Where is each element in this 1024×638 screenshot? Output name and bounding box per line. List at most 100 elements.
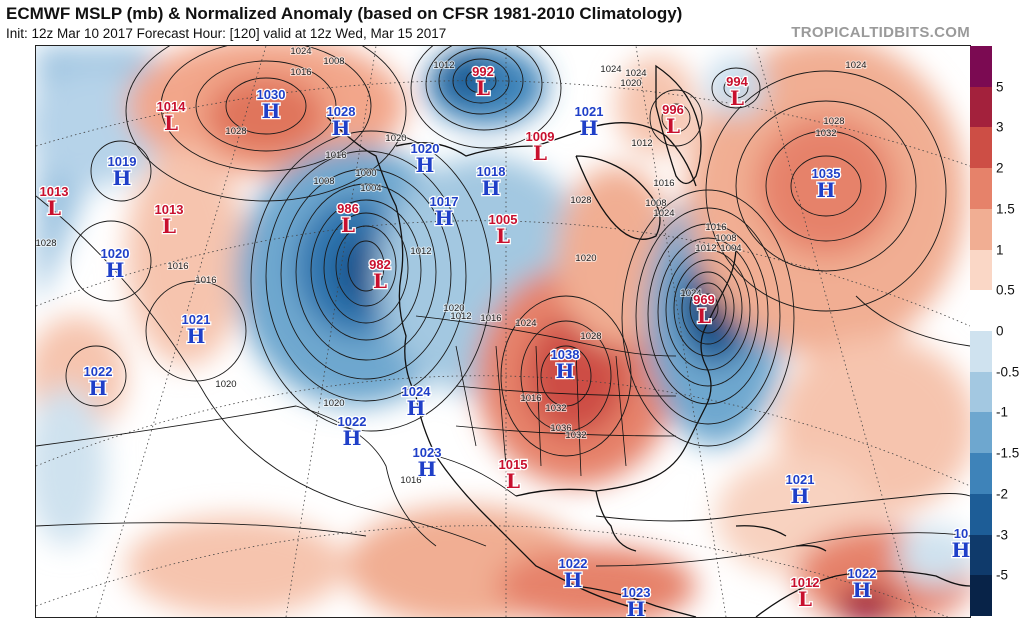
low-letter: L xyxy=(341,213,355,237)
colorbar-segment xyxy=(970,290,992,332)
pressure-value: 1018 xyxy=(477,164,506,179)
colorbar-segment xyxy=(970,534,992,576)
high-letter: H xyxy=(407,396,426,420)
colorbar-segment xyxy=(970,493,992,536)
colorbar-tick-label: 0.5 xyxy=(996,282,1015,298)
pressure-value: 1013 xyxy=(40,184,69,199)
pressure-value: 1038 xyxy=(551,347,580,362)
pressure-value: 1015 xyxy=(499,457,528,472)
colorbar-tick-label: 0 xyxy=(996,323,1004,339)
pressure-value: 1023 xyxy=(622,585,651,600)
isobar-label: 1016 xyxy=(480,313,501,324)
isobar-label: 1008 xyxy=(323,56,344,67)
pressure-value: 969 xyxy=(693,292,715,307)
pressure-value: 1005 xyxy=(489,212,518,227)
pressure-value: 1009 xyxy=(526,129,555,144)
colorbar-segment xyxy=(970,208,992,251)
isobar-label: 1012 xyxy=(695,243,716,254)
isobar-label: 1028 xyxy=(580,331,601,342)
pressure-value: 1020 xyxy=(411,141,440,156)
pressure-value: 1022 xyxy=(559,556,588,571)
high-letter: H xyxy=(343,426,362,450)
high-letter: H xyxy=(952,538,970,562)
low-letter: L xyxy=(533,141,547,165)
isobars xyxy=(36,46,970,567)
isobar-label: 1024 xyxy=(625,68,646,79)
low-letter: L xyxy=(666,114,680,138)
high-letter: H xyxy=(580,116,599,140)
colorbar-segment xyxy=(970,371,992,413)
isobar-label: 1020 xyxy=(620,78,641,89)
high-pressure-center: 10H xyxy=(950,525,970,564)
high-letter: H xyxy=(113,166,132,190)
pressure-value: 1017 xyxy=(430,194,459,209)
map-canvas: 1024101610081028101210201016100810001004… xyxy=(36,46,970,617)
colorbar-segment xyxy=(970,453,992,495)
isobar-label: 1024 xyxy=(653,208,674,219)
boundaries xyxy=(415,315,677,497)
high-letter: H xyxy=(418,457,437,481)
high-letter: H xyxy=(416,153,435,177)
pressure-value: 1012 xyxy=(791,575,820,590)
isobar-label: 1008 xyxy=(715,233,736,244)
isobar-label: 1032 xyxy=(545,403,566,414)
colorbar-segment xyxy=(970,575,992,617)
isobar-label: 1016 xyxy=(167,261,188,272)
isobar-label: 1028 xyxy=(36,238,57,249)
isobar-label: 1020 xyxy=(443,303,464,314)
low-letter: L xyxy=(798,587,812,611)
isobar-label: 1032 xyxy=(815,128,836,139)
colorbar-tick-label: 1 xyxy=(996,242,1004,258)
pressure-value: 1035 xyxy=(812,166,841,181)
pressure-value: 1022 xyxy=(338,414,367,429)
colorbar-tick-label: 3 xyxy=(996,119,1004,135)
high-letter: H xyxy=(435,206,454,230)
colorbar-tick-label: 1.5 xyxy=(996,201,1015,217)
low-letter: L xyxy=(162,214,176,238)
pressure-value: 10 xyxy=(954,526,968,541)
isobar-label: 1028 xyxy=(823,116,844,127)
low-letter: L xyxy=(697,304,711,328)
pressure-value: 992 xyxy=(472,64,494,79)
pressure-value: 1021 xyxy=(575,104,604,119)
isobar-label: 1028 xyxy=(225,126,246,137)
isobar-label: 1016 xyxy=(653,178,674,189)
high-letter: H xyxy=(106,258,125,282)
pressure-value: 1019 xyxy=(108,154,137,169)
high-letter: H xyxy=(564,568,583,592)
pressure-value: 1023 xyxy=(413,445,442,460)
colorbar-segment xyxy=(970,412,992,454)
pressure-value: 1022 xyxy=(848,566,877,581)
low-letter: L xyxy=(476,76,490,100)
low-letter: L xyxy=(496,224,510,248)
colorbar-segment xyxy=(970,249,992,291)
colorbar-tick-label: -3 xyxy=(996,527,1009,543)
isobar-label: 1016 xyxy=(195,275,216,286)
low-letter: L xyxy=(506,469,520,493)
isobar-label: 1024 xyxy=(290,46,311,57)
low-letter: L xyxy=(164,111,178,135)
high-letter: H xyxy=(187,324,206,348)
high-letter: H xyxy=(89,376,108,400)
